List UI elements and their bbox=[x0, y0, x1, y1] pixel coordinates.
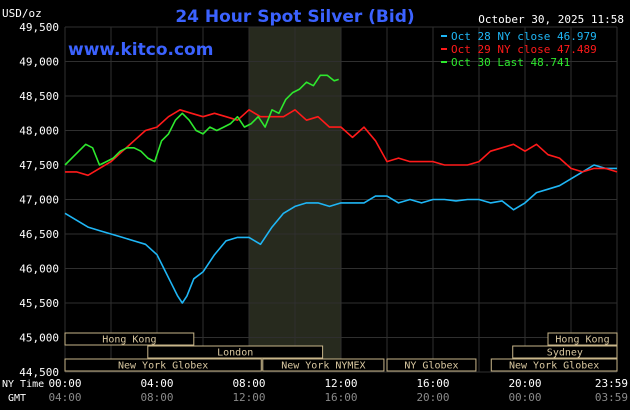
legend-swatch-oct29 bbox=[441, 48, 447, 50]
legend-oct29: Oct 29 NY close 47.489 bbox=[451, 43, 597, 56]
x-tick-label-ny: 08:00 bbox=[232, 377, 265, 390]
y-tick-label: 47,500 bbox=[19, 159, 59, 172]
session-label: London bbox=[217, 348, 253, 359]
y-tick-label: 48,000 bbox=[19, 125, 59, 138]
y-tick-label: 48,500 bbox=[19, 90, 59, 103]
session-label: New York Globex bbox=[509, 361, 599, 372]
session-label: New York NYMEX bbox=[281, 361, 365, 372]
x-tick-label-gmt: 00:00 bbox=[508, 391, 541, 404]
x-tick-label-ny: 04:00 bbox=[140, 377, 173, 390]
gmt-row-label: GMT bbox=[8, 393, 26, 404]
legend-oct28: Oct 28 NY close 46.979 bbox=[451, 30, 597, 43]
session-bar bbox=[512, 345, 618, 359]
x-tick-label-gmt: 08:00 bbox=[140, 391, 173, 404]
chart-title: 24 Hour Spot Silver (Bid) bbox=[175, 7, 414, 27]
series-line-oct28 bbox=[64, 164, 617, 304]
ny-time-row-label: NY Time bbox=[2, 379, 44, 390]
x-axis-labels: 00:0004:0004:0008:0008:0012:0012:0016:00… bbox=[48, 377, 628, 404]
session-label: New York Globex bbox=[118, 361, 208, 372]
x-tick-label-ny: 00:00 bbox=[48, 377, 81, 390]
y-tick-label: 45,000 bbox=[19, 332, 59, 345]
session-bar bbox=[386, 358, 477, 372]
y-tick-label: 47,000 bbox=[19, 194, 59, 207]
session-label: Hong Kong bbox=[102, 335, 156, 346]
session-bar bbox=[547, 332, 618, 346]
session-bar bbox=[490, 358, 618, 372]
datetime-stamp: October 30, 2025 11:58 bbox=[478, 13, 624, 26]
x-tick-label-ny: 16:00 bbox=[416, 377, 449, 390]
legend-oct30: Oct 30 Last 48.741 bbox=[451, 56, 570, 69]
session-bar bbox=[64, 332, 195, 346]
y-tick-label: 49,000 bbox=[19, 56, 59, 69]
legend: Oct 28 NY close 46.979 Oct 29 NY close 4… bbox=[441, 30, 597, 69]
y-tick-label: 46,500 bbox=[19, 228, 59, 241]
x-tick-label-gmt: 04:00 bbox=[48, 391, 81, 404]
session-bar bbox=[64, 358, 262, 372]
x-tick-label-gmt: 16:00 bbox=[324, 391, 357, 404]
x-tick-label-gmt: 20:00 bbox=[416, 391, 449, 404]
trading-sessions: Hong Kong London New York Globex New York N… bbox=[64, 332, 618, 372]
brand-url: www.kitco.com bbox=[68, 40, 213, 60]
session-bar bbox=[147, 345, 324, 359]
y-tick-label: 44,500 bbox=[19, 366, 59, 379]
series-line-oct29 bbox=[65, 109, 618, 177]
legend-swatch-oct30 bbox=[441, 61, 447, 63]
x-tick-label-gmt: 03:59 bbox=[595, 391, 628, 404]
x-tick-label-ny: 20:00 bbox=[508, 377, 541, 390]
x-tick-label-ny: 12:00 bbox=[324, 377, 357, 390]
y-unit-label: USD/oz bbox=[2, 7, 42, 20]
x-tick-label-ny: 23:59 bbox=[595, 377, 628, 390]
y-tick-label: 46,000 bbox=[19, 263, 59, 276]
session-label: Hong Kong bbox=[555, 335, 609, 346]
x-tick-label-gmt: 12:00 bbox=[232, 391, 265, 404]
legend-swatch-oct28 bbox=[441, 35, 447, 37]
price-series bbox=[64, 74, 618, 304]
session-label: NY Globex bbox=[404, 361, 458, 372]
session-bar bbox=[262, 358, 385, 372]
grid-lines bbox=[64, 26, 618, 373]
y-axis-labels: 49,500 49,000 48,500 48,000 47,500 47,000 46,5… bbox=[19, 21, 59, 379]
y-tick-label: 45,500 bbox=[19, 297, 59, 310]
session-label: Sydney bbox=[547, 348, 583, 359]
series-line-oct30 bbox=[64, 74, 339, 166]
y-tick-label: 49,500 bbox=[19, 21, 59, 34]
